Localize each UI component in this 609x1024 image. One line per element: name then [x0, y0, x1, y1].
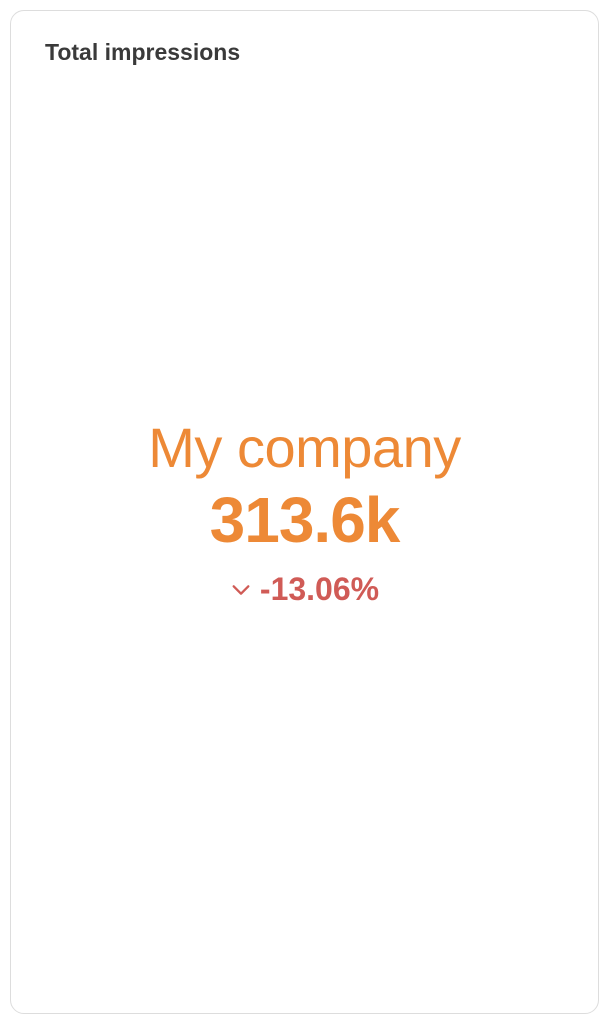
trend-down-icon: [230, 579, 252, 601]
metric-value: 313.6k: [210, 484, 400, 558]
metric-card: Total impressions My company 313.6k -13.…: [10, 10, 599, 1014]
metric-change: -13.06%: [230, 571, 379, 608]
metric-block: My company 313.6k -13.06%: [11, 11, 598, 1013]
metric-change-value: -13.06%: [260, 571, 379, 608]
metric-label: My company: [148, 416, 460, 480]
card-title: Total impressions: [45, 39, 240, 66]
